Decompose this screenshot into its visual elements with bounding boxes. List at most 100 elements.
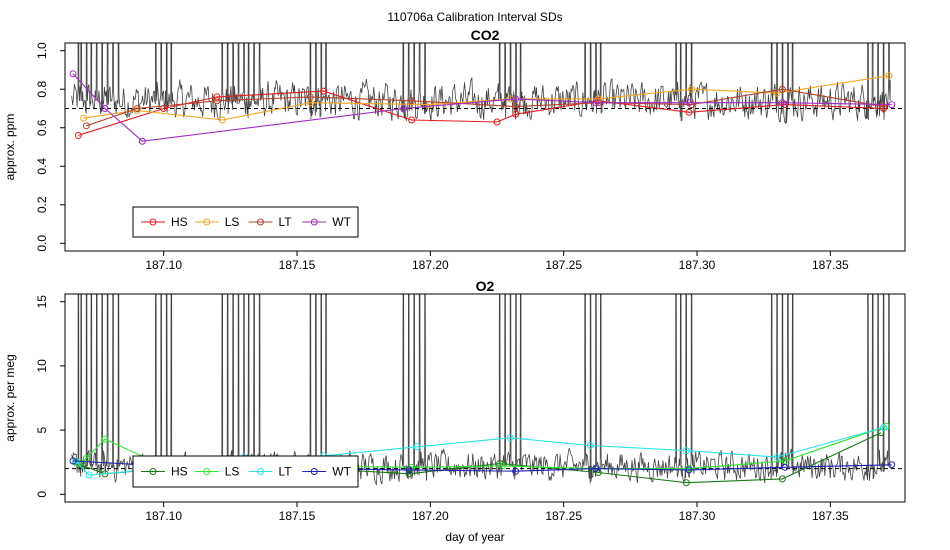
series-line-wt xyxy=(72,73,892,142)
legend-label: LS xyxy=(225,215,240,229)
data-point-hs xyxy=(880,104,888,112)
legend-label: HS xyxy=(171,215,188,229)
data-point-hs xyxy=(408,116,416,124)
y-axis-label: approx. per meg xyxy=(3,354,17,441)
legend-label: WT xyxy=(332,215,351,229)
legend-swatch-marker xyxy=(257,218,264,226)
data-point-lt xyxy=(213,97,221,105)
data-point-lt xyxy=(512,103,520,111)
data-point-hs xyxy=(493,118,501,126)
x-tick-label: 187.35 xyxy=(812,509,849,523)
y-tick-label: 0.0 xyxy=(35,235,49,252)
data-point-wt xyxy=(512,95,520,103)
x-axis-label: day of year xyxy=(445,530,504,544)
x-tick-label: 187.20 xyxy=(412,509,449,523)
x-tick-label: 187.10 xyxy=(145,509,182,523)
data-point-lt xyxy=(778,85,786,93)
figure-title: 110706a Calibration Interval SDs xyxy=(387,10,562,24)
panel-title: CO2 xyxy=(471,27,500,43)
legend-label: LT xyxy=(279,215,293,229)
y-tick-label: 0 xyxy=(35,491,49,498)
data-point-hs xyxy=(685,108,693,116)
x-tick-label: 187.15 xyxy=(279,509,316,523)
data-point-hs xyxy=(74,131,82,139)
data-point-lt xyxy=(82,122,90,130)
y-tick-label: 5 xyxy=(35,426,49,433)
data-point-lt xyxy=(880,424,888,432)
data-point-hs xyxy=(512,110,520,118)
x-tick-label: 187.30 xyxy=(679,509,716,523)
y-tick-label: 1.0 xyxy=(35,42,49,59)
legend-swatch-marker xyxy=(149,218,157,226)
x-tick-label: 187.20 xyxy=(412,258,449,272)
data-point-ls xyxy=(498,462,506,470)
legend-label: HS xyxy=(171,465,188,479)
x-tick-label: 187.10 xyxy=(145,258,182,272)
series-line-hs xyxy=(78,90,884,136)
data-point-lt xyxy=(408,97,416,105)
data-point-lt xyxy=(133,104,141,112)
data-point-ls xyxy=(688,85,696,93)
data-point-hs xyxy=(778,475,786,483)
series-line-ls xyxy=(83,75,890,121)
data-point-lt xyxy=(773,453,781,461)
y-tick-label: 10 xyxy=(35,359,49,373)
series-wt xyxy=(69,70,896,145)
data-point-ls xyxy=(133,106,141,114)
data-point-lt xyxy=(682,447,690,455)
plot-frame xyxy=(64,42,906,252)
data-point-wt xyxy=(778,99,786,107)
x-tick-label: 187.30 xyxy=(679,258,716,272)
data-point-hs xyxy=(320,87,328,95)
y-tick-label: 0.8 xyxy=(35,81,49,98)
legend: HS LS LT WT xyxy=(132,206,359,238)
data-point-lt xyxy=(413,443,421,451)
co2-panel: CO2 approx. ppm 187.10 187.15 187.20 187.25 18… xyxy=(3,27,906,272)
x-tick-label: 187.35 xyxy=(812,258,849,272)
o2-panel: O2 approx. per meg 187.10 187.15 187.20 187.2… xyxy=(3,278,906,523)
data-point-lt xyxy=(306,93,314,101)
data-point-ls xyxy=(218,116,226,124)
data-point-hs xyxy=(213,93,221,101)
y-tick-label: 0.2 xyxy=(35,196,49,213)
legend-swatch-marker xyxy=(310,468,318,475)
series-line-ls xyxy=(78,425,887,470)
legend-swatch-marker xyxy=(149,468,157,475)
data-point-lt xyxy=(506,434,514,442)
legend-label: LT xyxy=(279,465,293,479)
data-point-wt xyxy=(781,463,789,471)
legend-label: WT xyxy=(332,465,351,479)
legend-swatch-marker xyxy=(203,468,211,475)
x-tick-label: 187.15 xyxy=(279,258,316,272)
data-point-wt xyxy=(400,104,408,112)
legend-swatch-marker xyxy=(257,468,264,475)
data-point-wt xyxy=(685,466,693,474)
data-point-hs xyxy=(405,470,413,478)
series-line-hs xyxy=(75,432,882,484)
data-point-ls xyxy=(101,435,109,443)
x-tick-label: 187.25 xyxy=(545,258,582,272)
data-point-wt xyxy=(685,99,693,107)
data-point-wt xyxy=(592,99,600,107)
data-point-wt xyxy=(405,466,413,474)
background-trace xyxy=(71,294,891,487)
data-point-wt xyxy=(69,457,77,465)
data-point-ls xyxy=(80,114,88,122)
y-axis-label: approx. ppm xyxy=(3,114,17,181)
legend-label: LS xyxy=(225,465,240,479)
panel-title: O2 xyxy=(476,278,495,294)
data-point-wt xyxy=(138,137,146,145)
y-tick-label: 15 xyxy=(35,295,49,309)
legend: HS LS LT WT xyxy=(132,455,359,488)
legend-swatch-marker xyxy=(310,218,318,226)
data-point-wt xyxy=(592,465,600,473)
y-tick-label: 0.6 xyxy=(35,119,49,136)
plot-frame xyxy=(64,293,906,503)
data-point-wt xyxy=(888,461,896,469)
data-point-wt xyxy=(69,70,77,78)
data-point-wt xyxy=(101,104,109,112)
data-point-lt xyxy=(85,471,93,479)
data-point-hs xyxy=(682,479,690,487)
data-point-wt xyxy=(888,101,896,109)
